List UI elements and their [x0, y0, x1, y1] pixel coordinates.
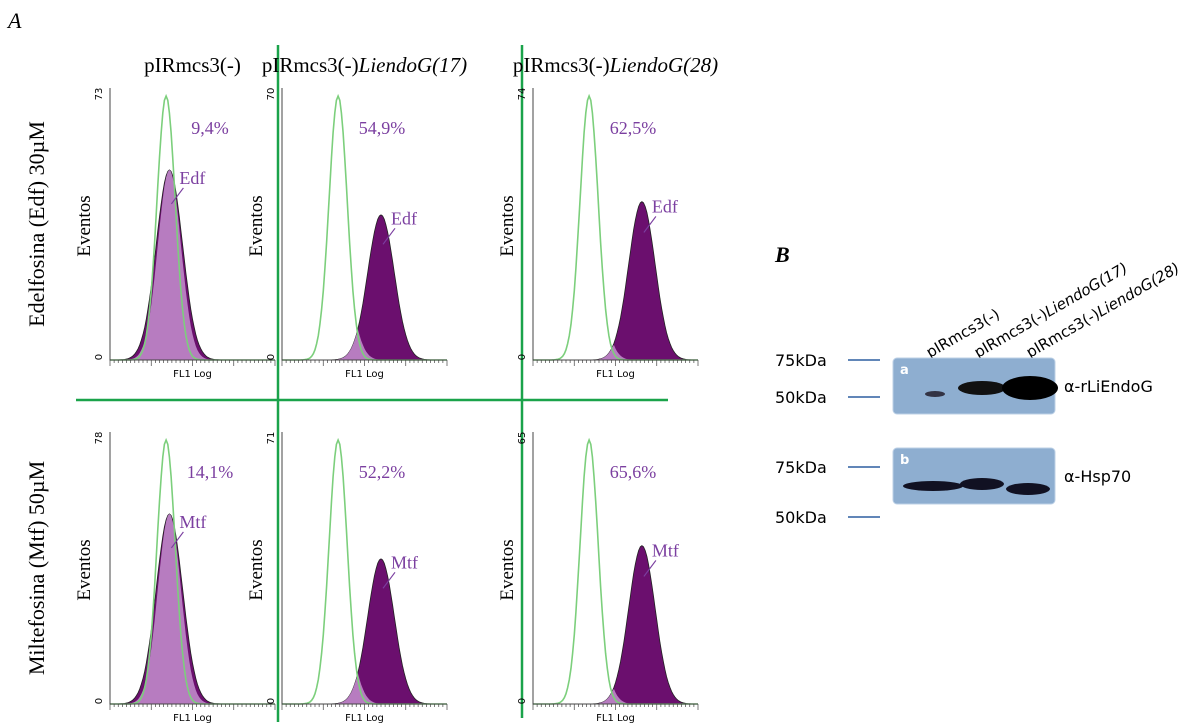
marker-label: 50kDa [775, 508, 827, 527]
y-max: 78 [94, 432, 105, 445]
antibody: α-rLiEndoG [1064, 377, 1153, 396]
drug-label: Edf [179, 168, 205, 188]
y-label: Eventos [246, 195, 267, 256]
panel-label: B [774, 242, 790, 267]
stained-dark [533, 202, 698, 360]
marker-label: 75kDa [775, 351, 827, 370]
drug-label: Edf [652, 196, 678, 216]
blot-letter: b [900, 453, 909, 468]
percent: 65,6% [610, 462, 657, 482]
y-max: 74 [517, 88, 528, 101]
marker-label: 75kDa [775, 458, 827, 477]
x-label: FL1 Log [345, 713, 384, 724]
figure: A B pIRmcs3(-)pIRmcs3(-)LiendoG(17)pIRmc… [0, 0, 1199, 725]
drug-label: Mtf [652, 540, 679, 560]
y-min: 0 [94, 698, 105, 704]
y-min: 0 [517, 354, 528, 360]
antibody: α-Hsp70 [1064, 467, 1131, 486]
y-label: Eventos [74, 195, 95, 256]
row-title: Edelfosina (Edf) 30µM [24, 121, 49, 327]
x-label: FL1 Log [173, 713, 212, 724]
stained-dark [282, 215, 447, 360]
x-label: FL1 Log [596, 369, 635, 380]
percent: 9,4% [191, 118, 229, 138]
y-min: 0 [266, 698, 277, 704]
band [1002, 376, 1058, 400]
blot-letter: a [900, 363, 909, 378]
y-min: 0 [517, 698, 528, 704]
x-label: FL1 Log [345, 369, 384, 380]
column-header-plain: pIRmcs3(-) [144, 53, 241, 77]
drug-label: Edf [391, 208, 417, 228]
stained-dark [282, 559, 447, 704]
percent: 52,2% [359, 462, 406, 482]
band [925, 391, 945, 397]
column-header-plain: pIRmcs3(-) [513, 53, 610, 77]
y-label: Eventos [74, 539, 95, 600]
x-label: FL1 Log [596, 713, 635, 724]
drug-label: Mtf [391, 552, 418, 572]
band [958, 381, 1006, 395]
marker-label: 50kDa [775, 388, 827, 407]
column-header: pIRmcs3(-)LiendoG(17) [262, 53, 467, 77]
stained-dark [533, 546, 698, 704]
drug-label: Mtf [179, 512, 206, 532]
y-label: Eventos [246, 539, 267, 600]
row-title: Miltefosina (Mtf) 50µM [24, 461, 49, 675]
column-header: pIRmcs3(-)LiendoG(28) [513, 53, 718, 77]
y-min: 0 [94, 354, 105, 360]
column-header-plain: pIRmcs3(-) [262, 53, 359, 77]
y-max: 65 [517, 432, 528, 445]
band [903, 481, 963, 491]
y-label: Eventos [497, 195, 518, 256]
y-min: 0 [266, 354, 277, 360]
panel-label: A [6, 8, 22, 33]
column-header-italic: LiendoG(28) [609, 53, 719, 77]
blot [893, 448, 1055, 504]
band [960, 478, 1004, 490]
x-label: FL1 Log [173, 369, 212, 380]
column-header-italic: LiendoG(17) [358, 53, 468, 77]
y-max: 71 [266, 432, 277, 445]
percent: 62,5% [610, 118, 657, 138]
y-label: Eventos [497, 539, 518, 600]
y-max: 70 [266, 88, 277, 101]
band [1006, 483, 1050, 495]
percent: 54,9% [359, 118, 406, 138]
y-max: 73 [94, 88, 105, 101]
percent: 14,1% [187, 462, 234, 482]
column-header: pIRmcs3(-) [144, 53, 241, 77]
